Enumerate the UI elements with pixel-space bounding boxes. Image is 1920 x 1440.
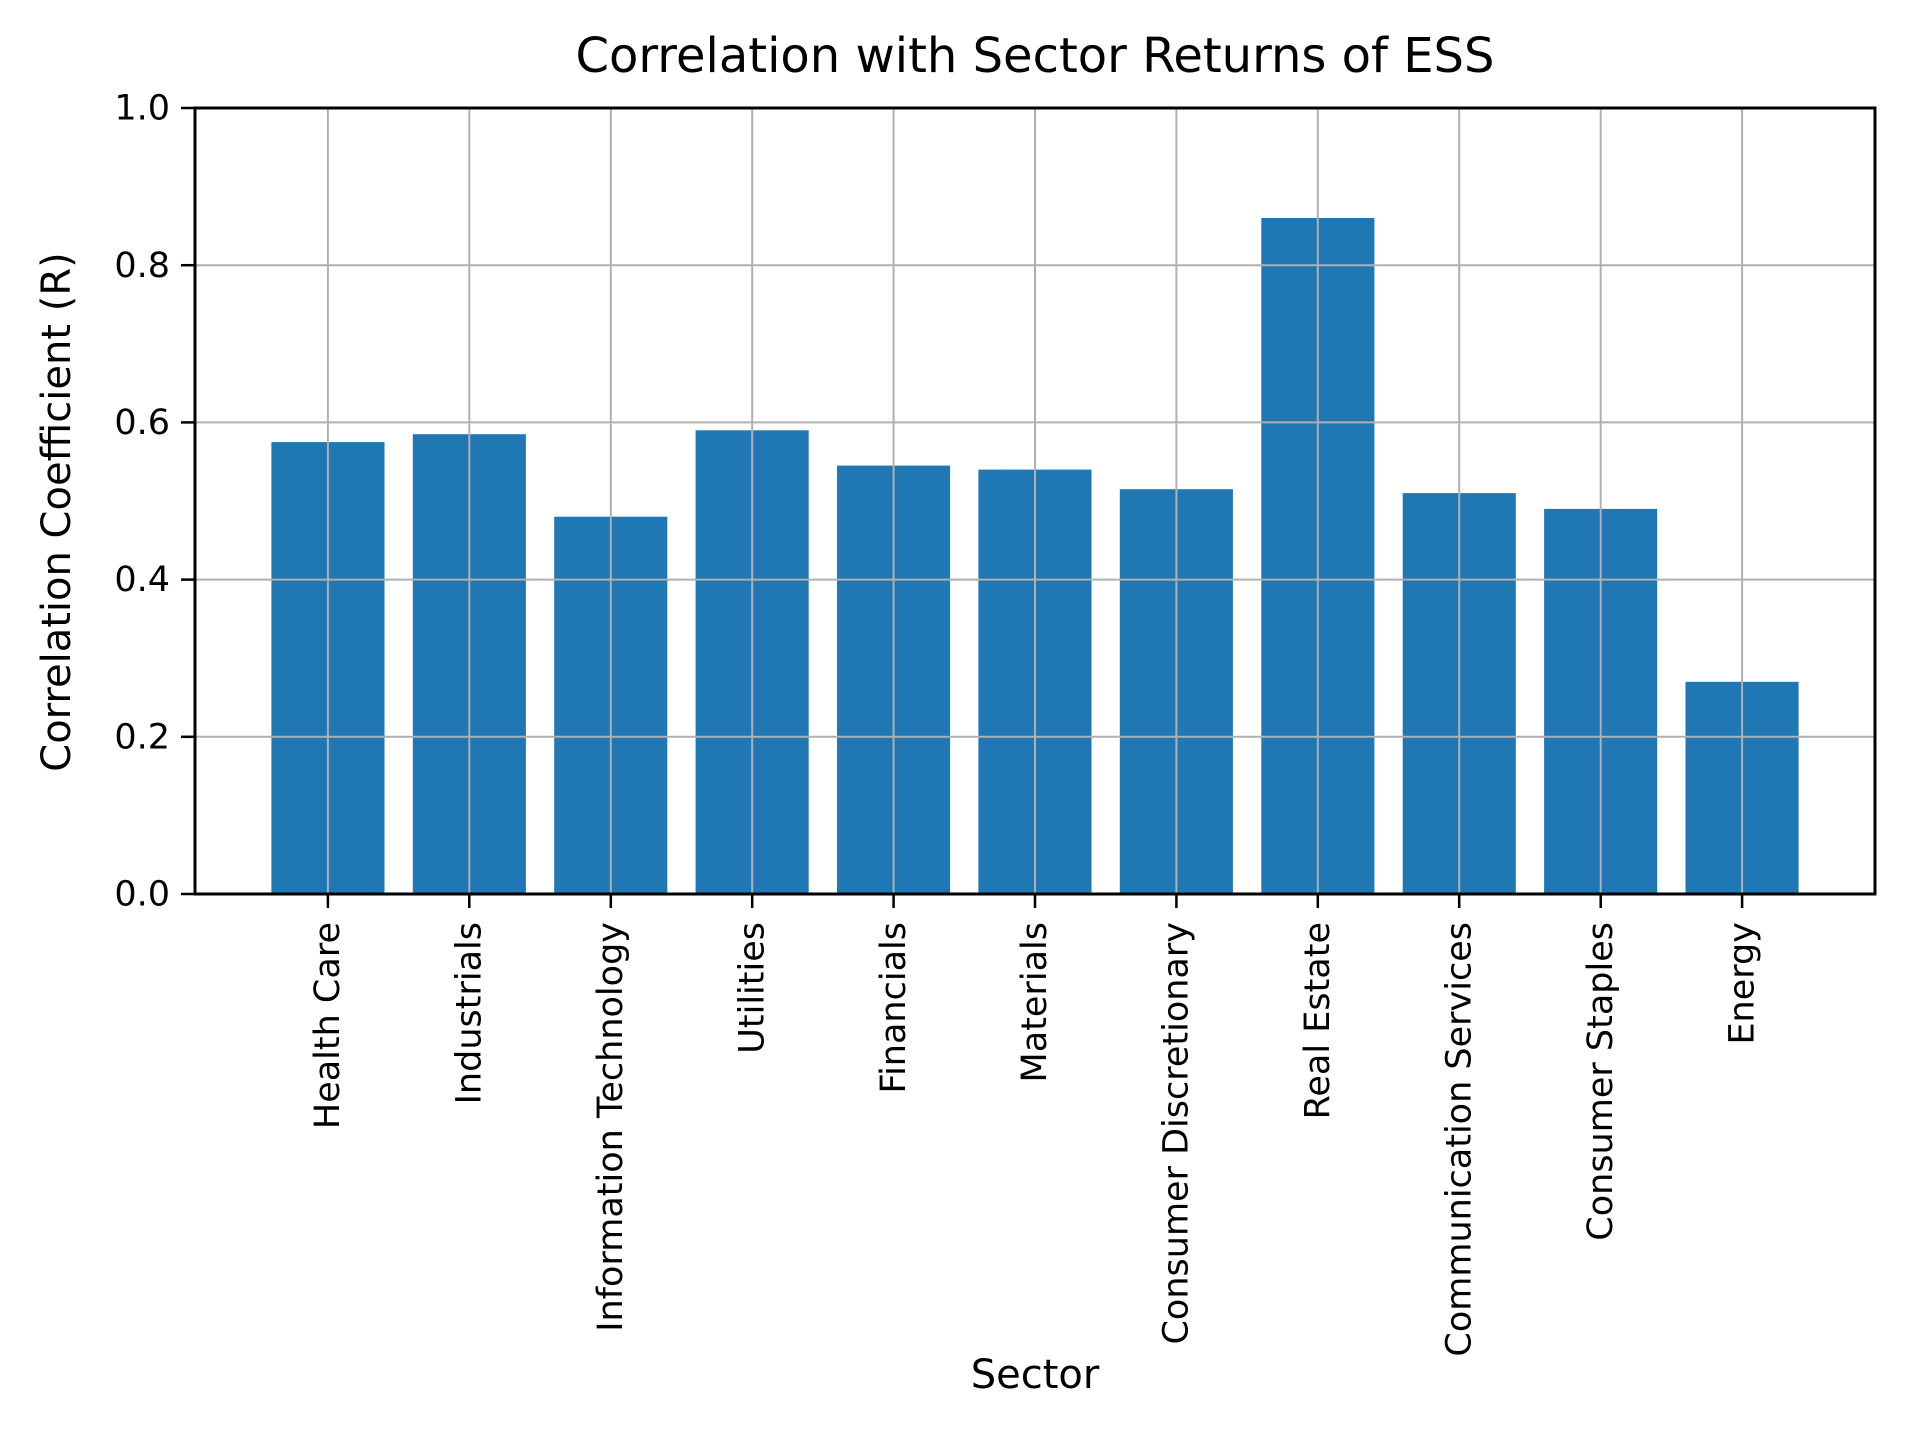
- y-tick-label: 0.4: [114, 560, 170, 600]
- y-tick-label: 0.2: [114, 717, 170, 757]
- y-tick-label: 0.8: [114, 246, 170, 286]
- x-tick-label-financials: Financials: [874, 922, 914, 1094]
- y-tick-label: 0.6: [114, 403, 170, 443]
- x-tick-label-utilities: Utilities: [732, 922, 772, 1054]
- y-tick-label: 1.0: [114, 89, 170, 129]
- x-tick-label-real-estate: Real Estate: [1298, 922, 1338, 1119]
- x-tick-label-consumer-discretionary: Consumer Discretionary: [1157, 922, 1197, 1345]
- x-axis-label: Sector: [970, 1352, 1100, 1398]
- x-tick-label-industrials: Industrials: [450, 922, 490, 1104]
- chart-title: Correlation with Sector Returns of ESS: [575, 28, 1495, 84]
- x-tick-label-health-care: Health Care: [308, 922, 348, 1129]
- x-tick-label-consumer-staples: Consumer Staples: [1581, 922, 1621, 1241]
- x-tick-label-materials: Materials: [1015, 922, 1055, 1082]
- x-tick-label-communication-services: Communication Services: [1439, 922, 1479, 1357]
- x-tick-label-energy: Energy: [1722, 922, 1762, 1045]
- x-tick-label-information-technology: Information Technology: [591, 922, 631, 1332]
- y-tick-label: 0.0: [114, 875, 170, 915]
